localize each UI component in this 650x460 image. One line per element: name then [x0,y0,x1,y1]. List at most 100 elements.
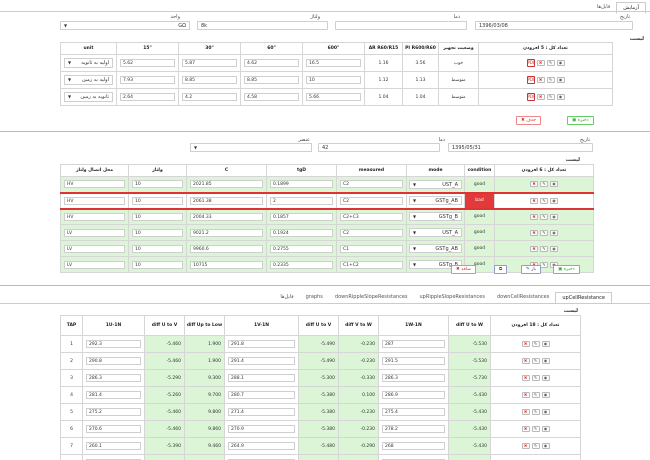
cell-input[interactable]: 9021.2 [190,228,263,237]
cell-input[interactable]: 4.2 [182,93,237,101]
pdf-icon[interactable]: PDF [526,76,536,84]
cell-input[interactable]: LV [64,260,125,269]
cell-input[interactable]: 286.3 [86,374,141,382]
delete-icon[interactable]: ✖ [521,392,530,398]
tab-files[interactable]: فایل‌ها [280,294,294,300]
unit-select[interactable]: ▼ اولیه به زمین [64,75,113,85]
edit-button[interactable]: ✎ باز [521,265,541,274]
cell-input[interactable]: 10 [132,212,183,221]
pdf-icon[interactable]: PDF [526,59,536,67]
date-input[interactable] [448,143,593,152]
temp-input[interactable] [335,21,467,30]
cell-input[interactable]: 2004.33 [190,212,263,221]
delete-button[interactable]: ✖ حذف [516,116,542,125]
delete-icon[interactable]: ✖ [536,77,545,83]
cell-input[interactable]: 4.62 [244,59,299,67]
delete-icon[interactable]: ✖ [536,60,545,66]
cell-input[interactable]: 0.1924 [270,228,333,237]
cell-input[interactable]: 4.58 [244,93,299,101]
cell-input[interactable]: 9960.6 [190,244,263,253]
cell-input[interactable]: 16.5 [306,59,361,67]
tab-files[interactable]: فایل‌ها [596,4,611,10]
delete-icon[interactable]: ✖ [521,409,530,415]
view-icon[interactable]: ◉ [556,60,565,66]
cell-input[interactable]: 5.62 [120,59,175,67]
voltage-input[interactable] [197,21,328,30]
delete-icon[interactable]: ✖ [521,443,530,449]
cell-input[interactable]: 287 [382,340,445,348]
view-icon[interactable]: ◉ [541,341,550,347]
edit-icon[interactable]: ✎ [531,392,540,398]
view-icon[interactable]: ◉ [541,409,550,415]
cell-input[interactable]: 10715 [190,260,263,269]
cell-input[interactable]: 291.5 [382,357,445,365]
cell-input[interactable]: 2 [270,196,333,205]
edit-icon[interactable]: ✎ [540,229,548,236]
edit-icon[interactable]: ✎ [540,261,548,268]
cell-input[interactable]: 2061.38 [190,196,263,205]
cell-input[interactable]: 10 [306,76,361,84]
tab-test[interactable]: آزمایش [616,2,646,14]
cell-input[interactable]: 5.66 [306,93,361,101]
unit-select[interactable]: ▼ ثانویه به زمین [64,92,113,102]
view-icon[interactable]: ◉ [550,213,558,220]
cell-input[interactable]: 0.2755 [270,244,333,253]
copy-button[interactable]: ⧉ [494,265,508,274]
view-icon[interactable]: ◉ [550,197,558,204]
view-icon[interactable]: ◉ [556,77,565,83]
cell-input[interactable]: C2+C3 [340,212,403,221]
cell-input[interactable]: C2 [340,228,403,237]
cell-input[interactable]: C2 [340,196,403,205]
element-select[interactable]: ▼ [190,143,312,152]
cell-input[interactable]: 286.3 [382,374,445,382]
add-button[interactable]: تعداد کل : 18 افزودن [490,315,581,336]
delete-icon[interactable]: ✖ [530,197,538,204]
edit-icon[interactable]: ✎ [540,181,548,188]
cell-input[interactable]: 275.4 [382,408,445,416]
cell-input[interactable]: 2021.85 [190,180,263,189]
view-icon[interactable]: ◉ [541,392,550,398]
cell-input[interactable]: 270.6 [86,425,141,433]
edit-icon[interactable]: ✎ [546,77,555,83]
cell-input[interactable]: 10 [132,244,183,253]
cell-input[interactable]: 268 [382,442,445,450]
cell-input[interactable]: 0.2335 [270,260,333,269]
cell-input[interactable]: HV [64,196,125,205]
edit-icon[interactable]: ✎ [540,197,548,204]
delete-icon[interactable]: ✖ [530,181,538,188]
view-icon[interactable]: ◉ [541,443,550,449]
mode-select[interactable]: ▼ GSTg_AB [409,196,462,205]
cell-input[interactable]: 291.8 [228,340,295,348]
delete-icon[interactable]: ✖ [521,375,530,381]
cell-input[interactable]: HV [64,212,125,221]
cell-input[interactable]: 8.85 [244,76,299,84]
delete-icon[interactable]: ✖ [530,213,538,220]
unit-select[interactable]: ▼ GΩ [60,21,190,30]
edit-icon[interactable]: ✎ [531,375,540,381]
cell-input[interactable]: C1+C2 [340,260,403,269]
edit-icon[interactable]: ✎ [540,213,548,220]
save-button[interactable]: ▣ ذخیره [567,116,594,125]
cell-input[interactable]: 2.64 [120,93,175,101]
edit-icon[interactable]: ✎ [531,341,540,347]
edit-icon[interactable]: ✎ [531,358,540,364]
cell-input[interactable]: 0.1899 [270,180,333,189]
view-icon[interactable]: ◉ [550,245,558,252]
date-input[interactable] [475,21,633,30]
view-icon[interactable]: ◉ [541,426,550,432]
cell-input[interactable]: 264.9 [228,442,295,450]
cell-input[interactable]: 7.93 [120,76,175,84]
delete-icon[interactable]: ✖ [521,358,530,364]
tab-graphs[interactable]: graphs [305,294,323,300]
cell-input[interactable]: 290.8 [86,357,141,365]
cell-input[interactable]: 280.7 [228,391,295,399]
delete-button[interactable]: ✖ ساقد [451,265,476,274]
edit-icon[interactable]: ✎ [540,245,548,252]
mode-select[interactable]: ▼ GSTg_AB [409,244,462,253]
cell-input[interactable]: LV [64,244,125,253]
mode-select[interactable]: ▼ UST_A [409,179,462,189]
cell-input[interactable]: 286.9 [382,391,445,399]
cell-input[interactable]: 260.1 [86,442,141,450]
cell-input[interactable]: HV [64,180,125,189]
cell-input[interactable]: 8.85 [182,76,237,84]
